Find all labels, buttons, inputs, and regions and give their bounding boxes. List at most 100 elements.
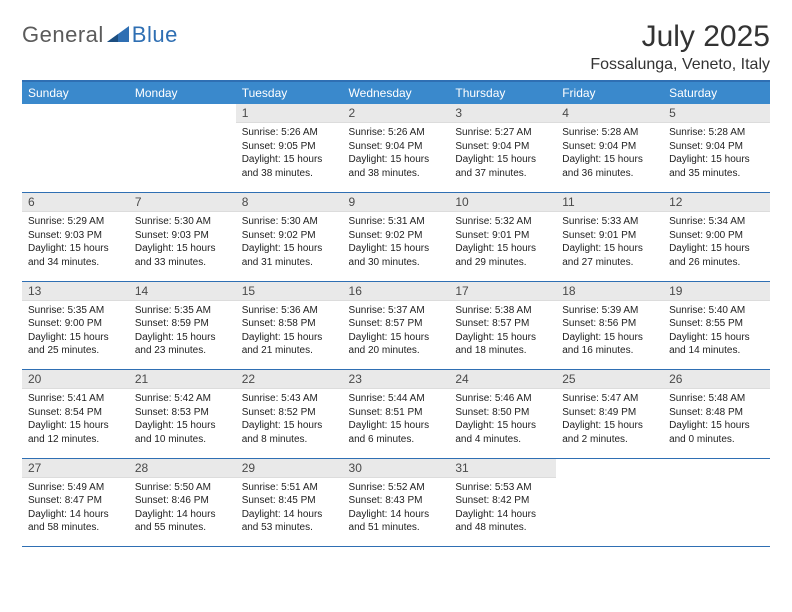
day-number: 11 [556,193,663,212]
calendar-row: 1Sunrise: 5:26 AMSunset: 9:05 PMDaylight… [22,104,770,192]
day-number: 24 [449,370,556,389]
day-details: Sunrise: 5:34 AMSunset: 9:00 PMDaylight:… [663,212,770,273]
calendar-cell: 30Sunrise: 5:52 AMSunset: 8:43 PMDayligh… [343,458,450,546]
month-title: July 2025 [590,22,770,52]
calendar-cell: 23Sunrise: 5:44 AMSunset: 8:51 PMDayligh… [343,370,450,458]
brand-logo: General Blue [22,22,178,48]
day-details: Sunrise: 5:38 AMSunset: 8:57 PMDaylight:… [449,301,556,362]
logo-text-blue: Blue [132,22,178,48]
calendar-row: 20Sunrise: 5:41 AMSunset: 8:54 PMDayligh… [22,370,770,458]
day-number: 18 [556,282,663,301]
day-details: Sunrise: 5:26 AMSunset: 9:05 PMDaylight:… [236,123,343,184]
calendar-body: 1Sunrise: 5:26 AMSunset: 9:05 PMDaylight… [22,104,770,547]
day-details: Sunrise: 5:35 AMSunset: 8:59 PMDaylight:… [129,301,236,362]
day-number: 20 [22,370,129,389]
day-number: 22 [236,370,343,389]
day-details: Sunrise: 5:39 AMSunset: 8:56 PMDaylight:… [556,301,663,362]
calendar-row: 27Sunrise: 5:49 AMSunset: 8:47 PMDayligh… [22,458,770,546]
calendar-cell: 22Sunrise: 5:43 AMSunset: 8:52 PMDayligh… [236,370,343,458]
day-number: 31 [449,459,556,478]
logo-triangle-icon [107,26,129,42]
calendar-cell: 17Sunrise: 5:38 AMSunset: 8:57 PMDayligh… [449,281,556,369]
weekday-header: Thursday [449,82,556,104]
day-number: 4 [556,104,663,123]
day-details: Sunrise: 5:29 AMSunset: 9:03 PMDaylight:… [22,212,129,273]
day-details: Sunrise: 5:41 AMSunset: 8:54 PMDaylight:… [22,389,129,450]
calendar-cell: 11Sunrise: 5:33 AMSunset: 9:01 PMDayligh… [556,193,663,281]
title-block: July 2025 Fossalunga, Veneto, Italy [590,22,770,74]
day-details: Sunrise: 5:48 AMSunset: 8:48 PMDaylight:… [663,389,770,450]
calendar-cell-empty [129,104,236,192]
day-number: 21 [129,370,236,389]
day-number: 19 [663,282,770,301]
day-number: 12 [663,193,770,212]
day-details: Sunrise: 5:51 AMSunset: 8:45 PMDaylight:… [236,478,343,539]
day-details: Sunrise: 5:35 AMSunset: 9:00 PMDaylight:… [22,301,129,362]
day-details: Sunrise: 5:30 AMSunset: 9:03 PMDaylight:… [129,212,236,273]
day-number: 7 [129,193,236,212]
calendar-cell: 28Sunrise: 5:50 AMSunset: 8:46 PMDayligh… [129,458,236,546]
calendar-cell: 8Sunrise: 5:30 AMSunset: 9:02 PMDaylight… [236,193,343,281]
calendar-page: General Blue July 2025 Fossalunga, Venet… [0,0,792,612]
calendar-cell: 27Sunrise: 5:49 AMSunset: 8:47 PMDayligh… [22,458,129,546]
calendar-cell: 5Sunrise: 5:28 AMSunset: 9:04 PMDaylight… [663,104,770,192]
calendar-row: 6Sunrise: 5:29 AMSunset: 9:03 PMDaylight… [22,193,770,281]
calendar-table: SundayMondayTuesdayWednesdayThursdayFrid… [22,82,770,547]
weekday-header: Friday [556,82,663,104]
day-details: Sunrise: 5:42 AMSunset: 8:53 PMDaylight:… [129,389,236,450]
calendar-cell: 21Sunrise: 5:42 AMSunset: 8:53 PMDayligh… [129,370,236,458]
calendar-cell: 3Sunrise: 5:27 AMSunset: 9:04 PMDaylight… [449,104,556,192]
day-number: 5 [663,104,770,123]
day-number: 17 [449,282,556,301]
day-details: Sunrise: 5:43 AMSunset: 8:52 PMDaylight:… [236,389,343,450]
calendar-cell: 10Sunrise: 5:32 AMSunset: 9:01 PMDayligh… [449,193,556,281]
day-details: Sunrise: 5:32 AMSunset: 9:01 PMDaylight:… [449,212,556,273]
day-details: Sunrise: 5:40 AMSunset: 8:55 PMDaylight:… [663,301,770,362]
day-details: Sunrise: 5:26 AMSunset: 9:04 PMDaylight:… [343,123,450,184]
day-details: Sunrise: 5:30 AMSunset: 9:02 PMDaylight:… [236,212,343,273]
weekday-header: Tuesday [236,82,343,104]
day-details: Sunrise: 5:52 AMSunset: 8:43 PMDaylight:… [343,478,450,539]
day-number: 30 [343,459,450,478]
calendar-cell: 29Sunrise: 5:51 AMSunset: 8:45 PMDayligh… [236,458,343,546]
day-number: 6 [22,193,129,212]
calendar-cell: 9Sunrise: 5:31 AMSunset: 9:02 PMDaylight… [343,193,450,281]
calendar-cell: 6Sunrise: 5:29 AMSunset: 9:03 PMDaylight… [22,193,129,281]
day-details: Sunrise: 5:46 AMSunset: 8:50 PMDaylight:… [449,389,556,450]
day-details: Sunrise: 5:37 AMSunset: 8:57 PMDaylight:… [343,301,450,362]
day-number: 1 [236,104,343,123]
day-number: 13 [22,282,129,301]
day-details: Sunrise: 5:28 AMSunset: 9:04 PMDaylight:… [663,123,770,184]
day-number: 26 [663,370,770,389]
day-number: 27 [22,459,129,478]
calendar-cell: 15Sunrise: 5:36 AMSunset: 8:58 PMDayligh… [236,281,343,369]
weekday-header: Sunday [22,82,129,104]
day-number: 9 [343,193,450,212]
calendar-cell: 1Sunrise: 5:26 AMSunset: 9:05 PMDaylight… [236,104,343,192]
calendar-cell: 14Sunrise: 5:35 AMSunset: 8:59 PMDayligh… [129,281,236,369]
calendar-cell-empty [556,458,663,546]
calendar-cell: 20Sunrise: 5:41 AMSunset: 8:54 PMDayligh… [22,370,129,458]
calendar-cell: 2Sunrise: 5:26 AMSunset: 9:04 PMDaylight… [343,104,450,192]
day-number: 10 [449,193,556,212]
calendar-cell: 7Sunrise: 5:30 AMSunset: 9:03 PMDaylight… [129,193,236,281]
day-details: Sunrise: 5:44 AMSunset: 8:51 PMDaylight:… [343,389,450,450]
calendar-cell: 13Sunrise: 5:35 AMSunset: 9:00 PMDayligh… [22,281,129,369]
page-header: General Blue July 2025 Fossalunga, Venet… [22,22,770,74]
day-details: Sunrise: 5:49 AMSunset: 8:47 PMDaylight:… [22,478,129,539]
day-number: 23 [343,370,450,389]
row-separator [22,546,770,547]
weekday-header: Wednesday [343,82,450,104]
day-details: Sunrise: 5:53 AMSunset: 8:42 PMDaylight:… [449,478,556,539]
location-label: Fossalunga, Veneto, Italy [590,56,770,74]
day-details: Sunrise: 5:31 AMSunset: 9:02 PMDaylight:… [343,212,450,273]
calendar-cell: 25Sunrise: 5:47 AMSunset: 8:49 PMDayligh… [556,370,663,458]
day-details: Sunrise: 5:28 AMSunset: 9:04 PMDaylight:… [556,123,663,184]
calendar-cell: 4Sunrise: 5:28 AMSunset: 9:04 PMDaylight… [556,104,663,192]
weekday-header: Saturday [663,82,770,104]
day-details: Sunrise: 5:27 AMSunset: 9:04 PMDaylight:… [449,123,556,184]
day-number: 16 [343,282,450,301]
calendar-cell-empty [22,104,129,192]
day-number: 28 [129,459,236,478]
calendar-cell: 18Sunrise: 5:39 AMSunset: 8:56 PMDayligh… [556,281,663,369]
